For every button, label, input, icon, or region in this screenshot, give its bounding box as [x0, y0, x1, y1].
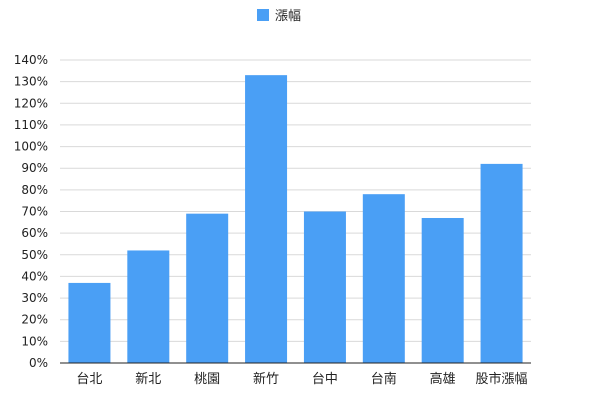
bar	[186, 213, 229, 363]
bar	[68, 282, 111, 363]
y-tick-label: 100%	[14, 140, 48, 154]
bars	[68, 75, 523, 364]
y-tick-label: 10%	[21, 334, 48, 348]
y-axis-ticks: 0% 10% 20% 30% 40% 50% 60% 70% 80% 90% 100% 110% 120…	[14, 53, 48, 370]
x-category-label: 台中	[312, 372, 338, 387]
legend-swatch	[257, 9, 269, 21]
x-category-label: 新北	[135, 371, 161, 387]
bar	[362, 194, 405, 363]
x-category-label: 台南	[371, 371, 397, 387]
bar	[480, 163, 523, 363]
y-tick-label: 140%	[14, 53, 48, 67]
x-axis-labels: 台北 新北 桃園 新竹 台中 台南 高雄 股市漲幅	[76, 371, 527, 387]
y-tick-label: 60%	[21, 226, 48, 240]
y-tick-label: 50%	[21, 248, 48, 262]
x-category-label: 台北	[76, 372, 102, 387]
y-tick-label: 30%	[21, 291, 48, 305]
gridlines	[60, 59, 531, 342]
bar	[245, 75, 288, 364]
legend-label: 漲幅	[275, 9, 301, 24]
bar	[303, 211, 346, 363]
y-tick-label: 80%	[21, 183, 48, 197]
x-category-label: 股市漲幅	[476, 371, 528, 387]
y-tick-label: 120%	[14, 96, 48, 110]
bar	[127, 250, 170, 363]
legend: 漲幅	[257, 9, 301, 24]
x-category-label: 桃園	[194, 372, 220, 387]
y-tick-label: 40%	[21, 269, 48, 283]
bar	[421, 217, 464, 363]
y-tick-label: 0%	[29, 356, 48, 370]
y-tick-label: 130%	[14, 75, 48, 89]
y-tick-label: 20%	[21, 313, 48, 327]
y-tick-label: 90%	[21, 161, 48, 175]
y-tick-label: 110%	[14, 118, 48, 132]
y-tick-label: 70%	[21, 205, 48, 219]
x-category-label: 新竹	[253, 371, 279, 387]
x-category-label: 高雄	[430, 371, 456, 387]
